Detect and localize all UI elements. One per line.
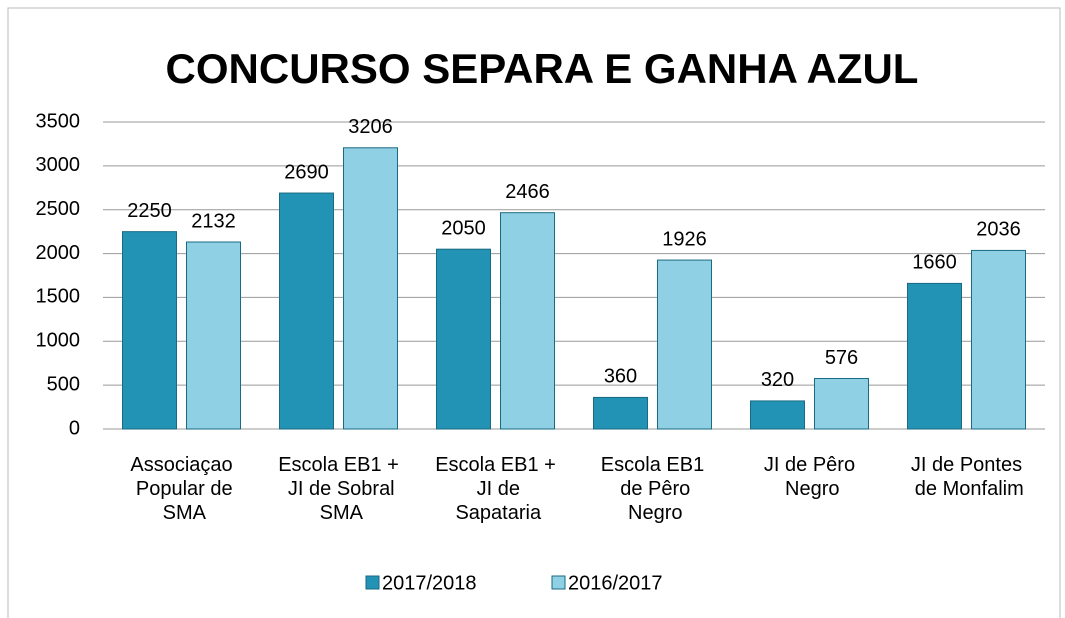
bar: [971, 249, 1026, 430]
y-tick-label: 500: [47, 373, 80, 395]
legend-label: 2016/2017: [568, 572, 663, 594]
y-tick-label: 1500: [36, 286, 81, 308]
y-tick-label: 2000: [36, 242, 81, 264]
bar: [907, 282, 962, 430]
x-tick-label: Escola EB1 de Pêro Negro: [601, 454, 704, 524]
bar: [814, 377, 869, 430]
bar: [279, 192, 334, 430]
bar: [500, 212, 555, 430]
x-tick-label: Escola EB1 + JI de Sapataria: [435, 454, 556, 524]
data-label: 2132: [191, 210, 236, 232]
data-label: 3206: [348, 116, 393, 138]
data-label: 576: [825, 347, 858, 369]
bar: [122, 231, 177, 430]
y-tick-label: 0: [69, 417, 80, 439]
data-label: 2690: [284, 161, 329, 183]
data-label: 360: [604, 366, 637, 388]
legend-swatch: [365, 575, 380, 590]
data-label: 1926: [662, 228, 707, 250]
x-tick-label: JI de Pêro Negro: [764, 454, 855, 500]
data-label: 2050: [441, 217, 486, 239]
x-tick-label: Escola EB1 + JI de Sobral SMA: [278, 454, 399, 524]
bar: [186, 241, 241, 430]
y-tick-label: 3000: [36, 154, 81, 176]
bar: [436, 248, 491, 430]
data-label: 2036: [976, 219, 1021, 241]
data-label: 320: [761, 369, 794, 391]
y-tick-label: 1000: [36, 330, 81, 352]
legend-label: 2017/2018: [382, 572, 477, 594]
chart-title: CONCURSO SEPARA E GANHA AZUL: [166, 45, 919, 92]
data-label: 2250: [127, 200, 172, 222]
data-label: 2466: [505, 181, 550, 203]
y-tick-label: 2500: [36, 198, 81, 220]
legend-swatch: [551, 575, 566, 590]
bar: [343, 147, 398, 430]
y-tick-label: 3500: [36, 110, 81, 132]
x-tick-label: JI de Pontes de Monfalim: [909, 454, 1024, 500]
chart-frame: [7, 7, 1061, 618]
data-label: 1660: [912, 252, 957, 274]
bar: [657, 259, 712, 430]
bar: [593, 396, 648, 430]
x-tick-label: Associaçao Popular de SMA: [130, 454, 232, 524]
bar: [750, 400, 805, 430]
